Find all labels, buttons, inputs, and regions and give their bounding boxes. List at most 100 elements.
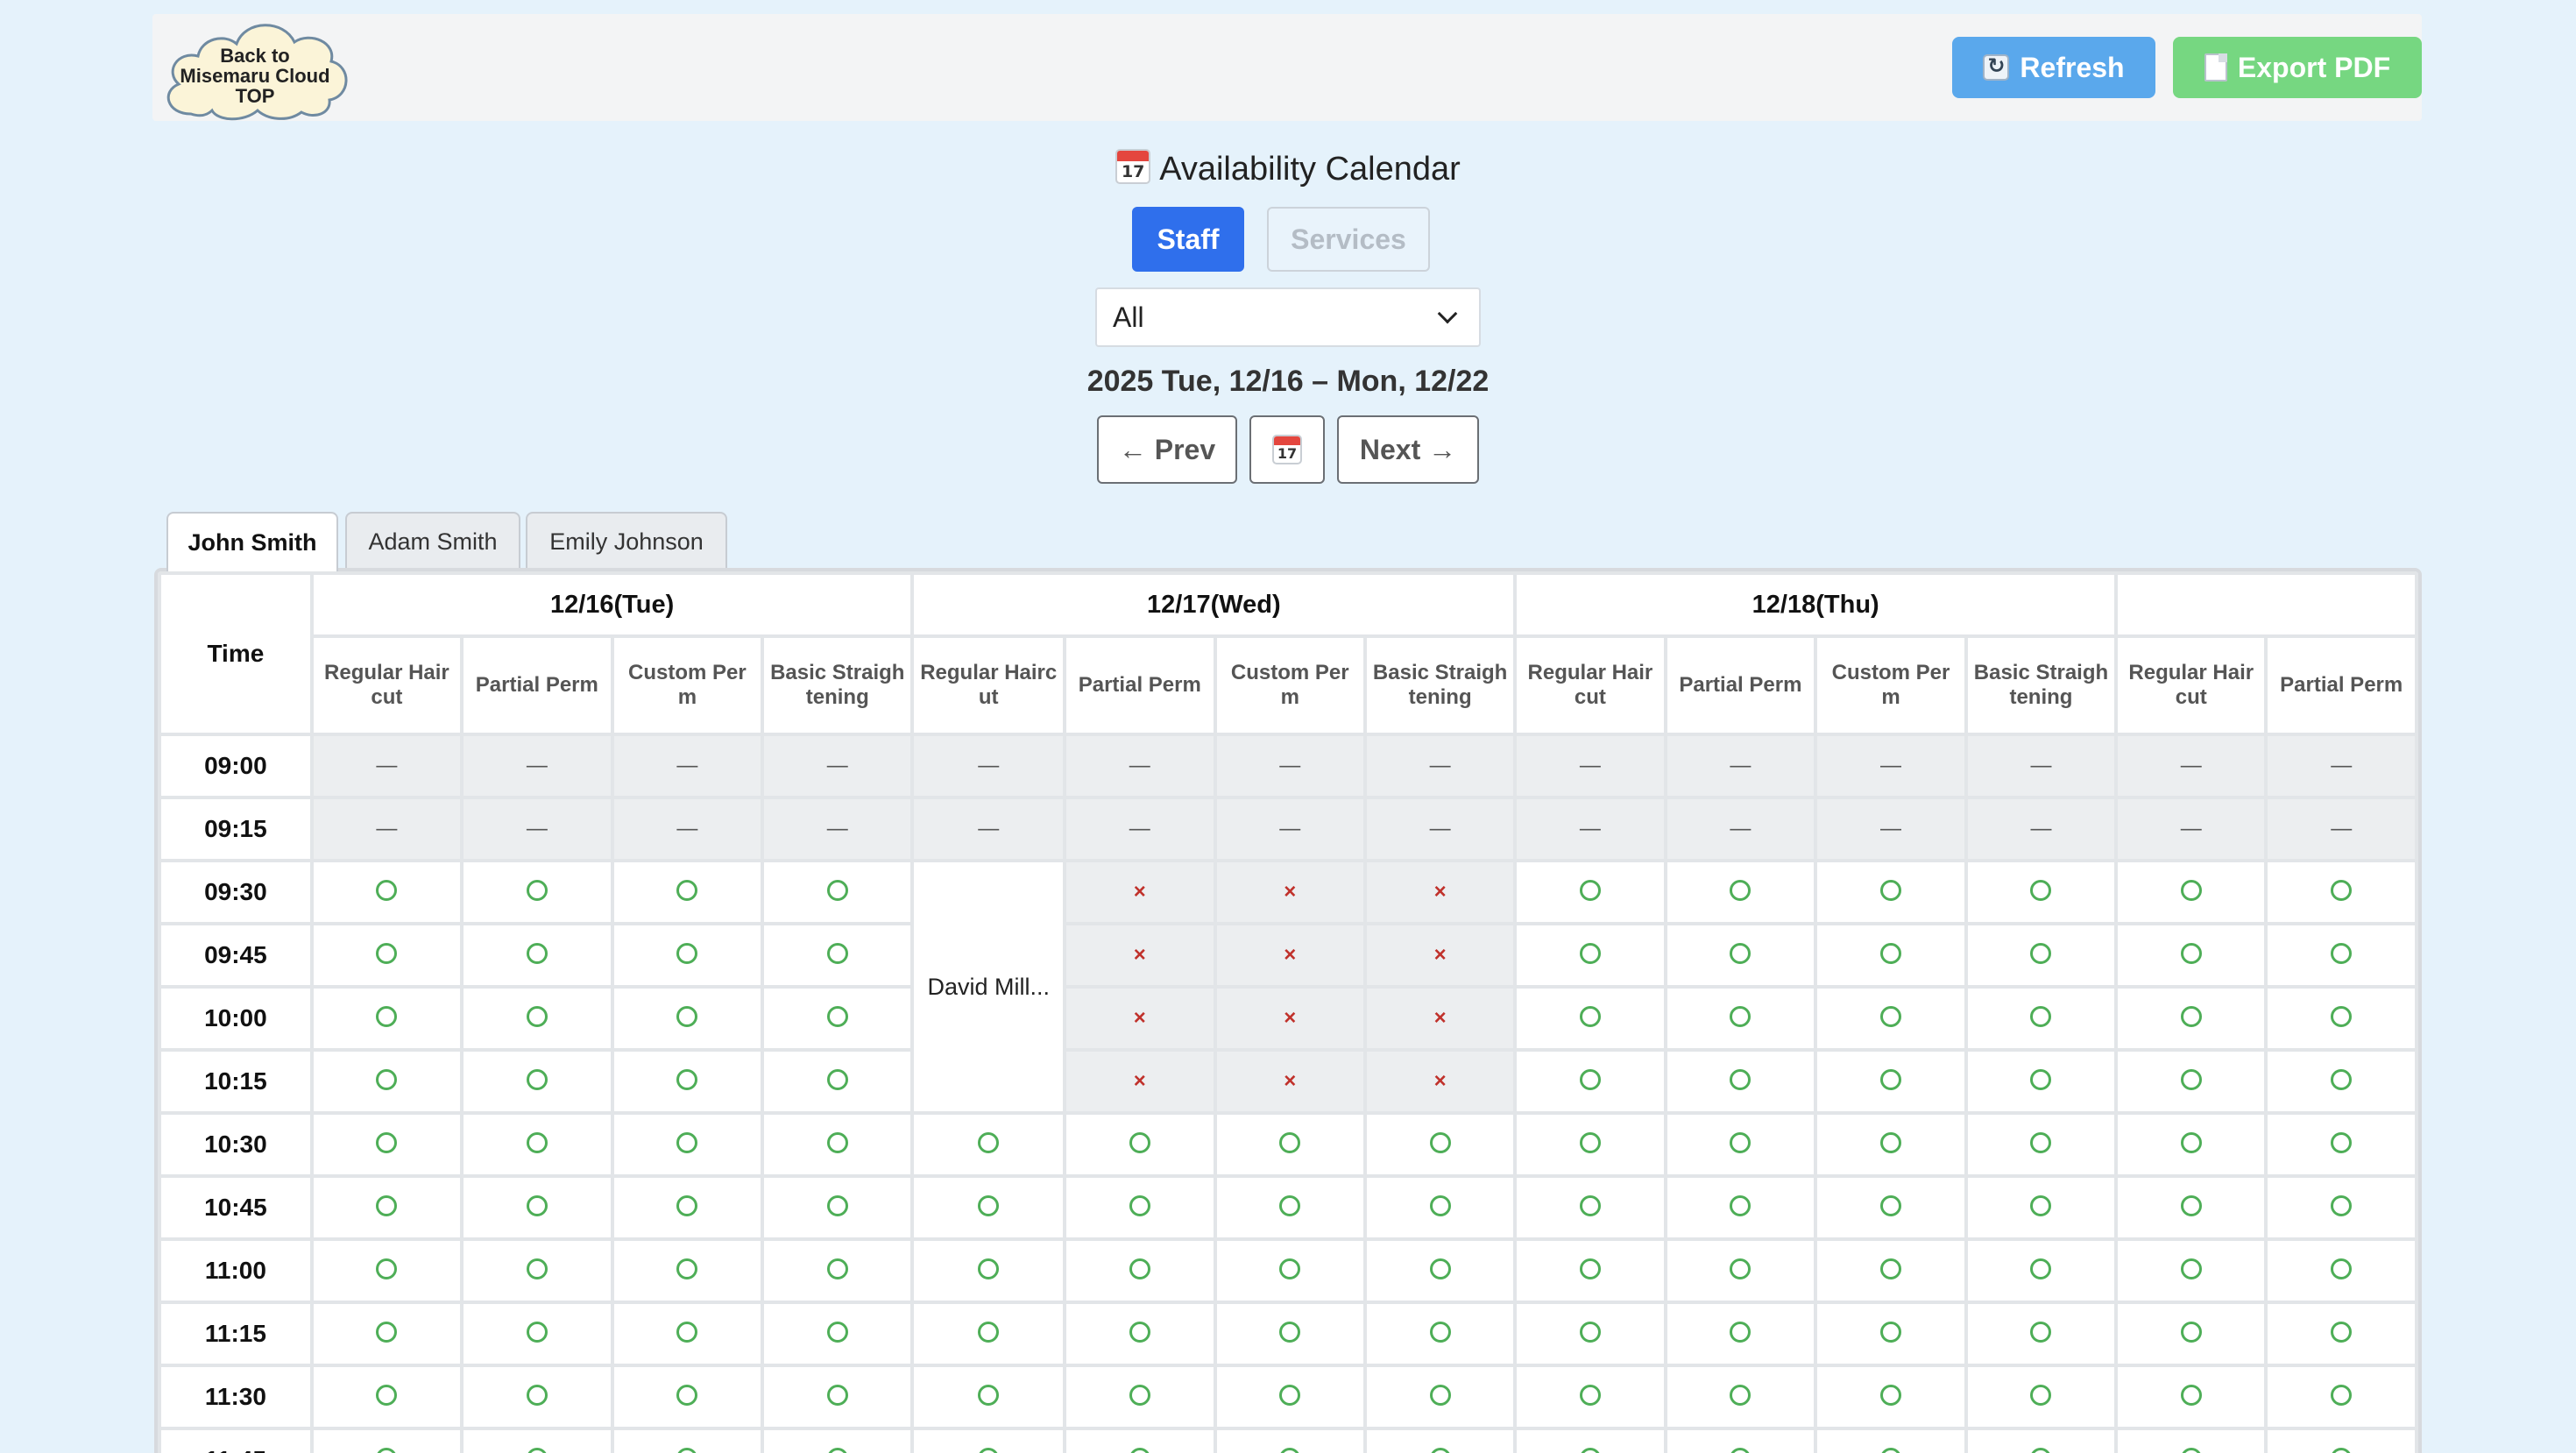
slot-available[interactable] xyxy=(610,1237,765,1304)
mode-staff-button[interactable]: Staff xyxy=(1132,207,1244,272)
slot-available[interactable] xyxy=(460,922,614,989)
mode-services-button[interactable]: Services xyxy=(1267,207,1430,272)
slot-available[interactable] xyxy=(1814,1364,1968,1430)
slot-available[interactable] xyxy=(2264,1048,2418,1115)
slot-available[interactable] xyxy=(1814,1048,1968,1115)
slot-available[interactable] xyxy=(1362,1237,1518,1304)
slot-available[interactable] xyxy=(1362,1364,1518,1430)
slot-available[interactable] xyxy=(2264,1427,2418,1453)
slot-available[interactable] xyxy=(2264,859,2418,925)
slot-available[interactable] xyxy=(1964,1111,2119,1178)
slot-available[interactable] xyxy=(1663,985,1818,1052)
slot-available[interactable] xyxy=(1814,1237,1968,1304)
slot-available[interactable] xyxy=(1362,1301,1518,1367)
slot-available[interactable] xyxy=(1213,1237,1368,1304)
slot-available[interactable] xyxy=(610,1174,765,1241)
prev-week-button[interactable]: ← Prev xyxy=(1097,415,1237,484)
slot-available[interactable] xyxy=(610,1111,765,1178)
slot-available[interactable] xyxy=(761,859,915,925)
slot-available[interactable] xyxy=(1814,1301,1968,1367)
slot-available[interactable] xyxy=(309,922,464,989)
slot-available[interactable] xyxy=(1362,1427,1518,1453)
slot-available[interactable] xyxy=(1964,1364,2119,1430)
refresh-button[interactable]: Refresh xyxy=(1952,37,2155,98)
slot-available[interactable] xyxy=(309,1364,464,1430)
slot-available[interactable] xyxy=(1213,1301,1368,1367)
slot-available[interactable] xyxy=(1663,1048,1818,1115)
slot-available[interactable] xyxy=(1213,1364,1368,1430)
slot-available[interactable] xyxy=(1964,985,2119,1052)
slot-available[interactable] xyxy=(1663,1427,1818,1453)
tab-emily-johnson[interactable]: Emily Johnson xyxy=(526,512,727,570)
tab-john-smith[interactable]: John Smith xyxy=(166,512,338,571)
slot-available[interactable] xyxy=(761,1111,915,1178)
slot-available[interactable] xyxy=(2114,985,2268,1052)
slot-available[interactable] xyxy=(1362,1174,1518,1241)
slot-available[interactable] xyxy=(910,1427,1067,1453)
slot-available[interactable] xyxy=(2264,1174,2418,1241)
slot-available[interactable] xyxy=(2114,1364,2268,1430)
slot-available[interactable] xyxy=(1814,1111,1968,1178)
slot-available[interactable] xyxy=(1814,859,1968,925)
slot-available[interactable] xyxy=(309,1301,464,1367)
next-week-button[interactable]: Next → xyxy=(1337,415,1479,484)
slot-available[interactable] xyxy=(610,859,765,925)
slot-available[interactable] xyxy=(1964,1048,2119,1115)
slot-available[interactable] xyxy=(761,1048,915,1115)
slot-available[interactable] xyxy=(1513,1301,1667,1367)
slot-available[interactable] xyxy=(460,859,614,925)
slot-available[interactable] xyxy=(2114,1237,2268,1304)
slot-available[interactable] xyxy=(2264,1237,2418,1304)
slot-available[interactable] xyxy=(2114,922,2268,989)
slot-available[interactable] xyxy=(1663,1111,1818,1178)
slot-available[interactable] xyxy=(1814,922,1968,989)
slot-available[interactable] xyxy=(761,1364,915,1430)
slot-available[interactable] xyxy=(1814,985,1968,1052)
slot-available[interactable] xyxy=(1964,1301,2119,1367)
slot-available[interactable] xyxy=(1213,1427,1368,1453)
slot-available[interactable] xyxy=(1964,1237,2119,1304)
slot-available[interactable] xyxy=(910,1301,1067,1367)
slot-available[interactable] xyxy=(761,1427,915,1453)
date-picker-button[interactable]: 17 xyxy=(1249,415,1325,484)
slot-available[interactable] xyxy=(761,922,915,989)
slot-available[interactable] xyxy=(2114,859,2268,925)
slot-available[interactable] xyxy=(761,1301,915,1367)
slot-available[interactable] xyxy=(2264,922,2418,989)
slot-available[interactable] xyxy=(2114,1111,2268,1178)
booking-cell[interactable]: David Mill... xyxy=(910,859,1067,1115)
slot-available[interactable] xyxy=(1513,922,1667,989)
slot-available[interactable] xyxy=(1964,859,2119,925)
slot-available[interactable] xyxy=(460,1237,614,1304)
slot-available[interactable] xyxy=(1814,1427,1968,1453)
slot-available[interactable] xyxy=(1663,922,1818,989)
slot-available[interactable] xyxy=(309,1237,464,1304)
slot-available[interactable] xyxy=(1964,1174,2119,1241)
slot-available[interactable] xyxy=(1663,1174,1818,1241)
slot-available[interactable] xyxy=(309,985,464,1052)
slot-available[interactable] xyxy=(1513,1427,1667,1453)
slot-available[interactable] xyxy=(1513,859,1667,925)
slot-available[interactable] xyxy=(460,1427,614,1453)
slot-available[interactable] xyxy=(1513,985,1667,1052)
slot-available[interactable] xyxy=(2264,985,2418,1052)
slot-available[interactable] xyxy=(2114,1048,2268,1115)
slot-available[interactable] xyxy=(2264,1301,2418,1367)
slot-available[interactable] xyxy=(610,1427,765,1453)
slot-available[interactable] xyxy=(1213,1111,1368,1178)
slot-available[interactable] xyxy=(610,985,765,1052)
slot-available[interactable] xyxy=(910,1237,1067,1304)
slot-available[interactable] xyxy=(910,1364,1067,1430)
slot-available[interactable] xyxy=(309,1427,464,1453)
slot-available[interactable] xyxy=(1513,1237,1667,1304)
slot-available[interactable] xyxy=(910,1111,1067,1178)
slot-available[interactable] xyxy=(1964,1427,2119,1453)
slot-available[interactable] xyxy=(309,1048,464,1115)
slot-available[interactable] xyxy=(460,1301,614,1367)
slot-available[interactable] xyxy=(1513,1364,1667,1430)
slot-available[interactable] xyxy=(761,1174,915,1241)
slot-available[interactable] xyxy=(910,1174,1067,1241)
slot-available[interactable] xyxy=(1964,922,2119,989)
slot-available[interactable] xyxy=(1513,1174,1667,1241)
slot-available[interactable] xyxy=(1063,1364,1217,1430)
